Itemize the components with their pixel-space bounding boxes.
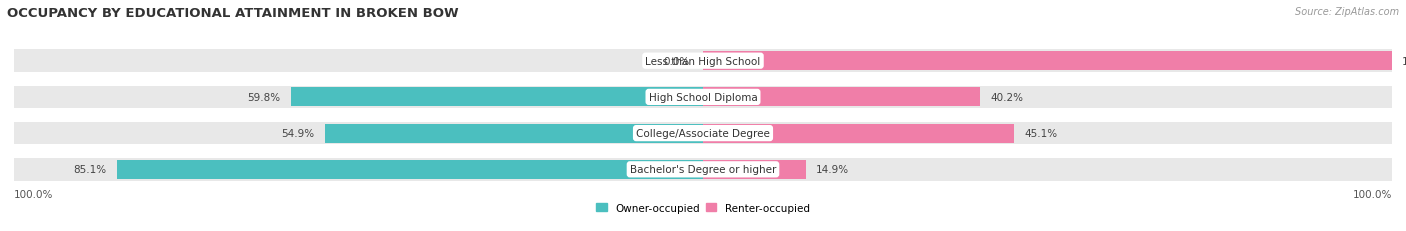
Bar	[325, 124, 703, 143]
Text: 85.1%: 85.1%	[73, 165, 107, 175]
Text: 54.9%: 54.9%	[281, 128, 315, 139]
Bar	[703, 88, 980, 107]
Bar	[14, 158, 1392, 181]
Text: Less than High School: Less than High School	[645, 56, 761, 66]
Text: 40.2%: 40.2%	[990, 92, 1024, 103]
Text: 100.0%: 100.0%	[1402, 56, 1406, 66]
Bar	[291, 88, 703, 107]
Text: 100.0%: 100.0%	[1353, 189, 1392, 199]
Text: 59.8%: 59.8%	[247, 92, 281, 103]
Bar	[14, 86, 1392, 109]
Text: 100.0%: 100.0%	[14, 189, 53, 199]
Text: Source: ZipAtlas.com: Source: ZipAtlas.com	[1295, 7, 1399, 17]
Bar	[703, 124, 1014, 143]
Bar	[117, 160, 703, 179]
Bar	[14, 122, 1392, 145]
Text: OCCUPANCY BY EDUCATIONAL ATTAINMENT IN BROKEN BOW: OCCUPANCY BY EDUCATIONAL ATTAINMENT IN B…	[7, 7, 458, 20]
Text: 45.1%: 45.1%	[1024, 128, 1057, 139]
Legend: Owner-occupied, Renter-occupied: Owner-occupied, Renter-occupied	[592, 198, 814, 217]
Text: College/Associate Degree: College/Associate Degree	[636, 128, 770, 139]
Bar	[14, 50, 1392, 73]
Text: 14.9%: 14.9%	[815, 165, 849, 175]
Text: High School Diploma: High School Diploma	[648, 92, 758, 103]
Text: Bachelor's Degree or higher: Bachelor's Degree or higher	[630, 165, 776, 175]
Text: 0.0%: 0.0%	[664, 56, 689, 66]
Bar	[703, 160, 806, 179]
Bar	[703, 52, 1392, 71]
